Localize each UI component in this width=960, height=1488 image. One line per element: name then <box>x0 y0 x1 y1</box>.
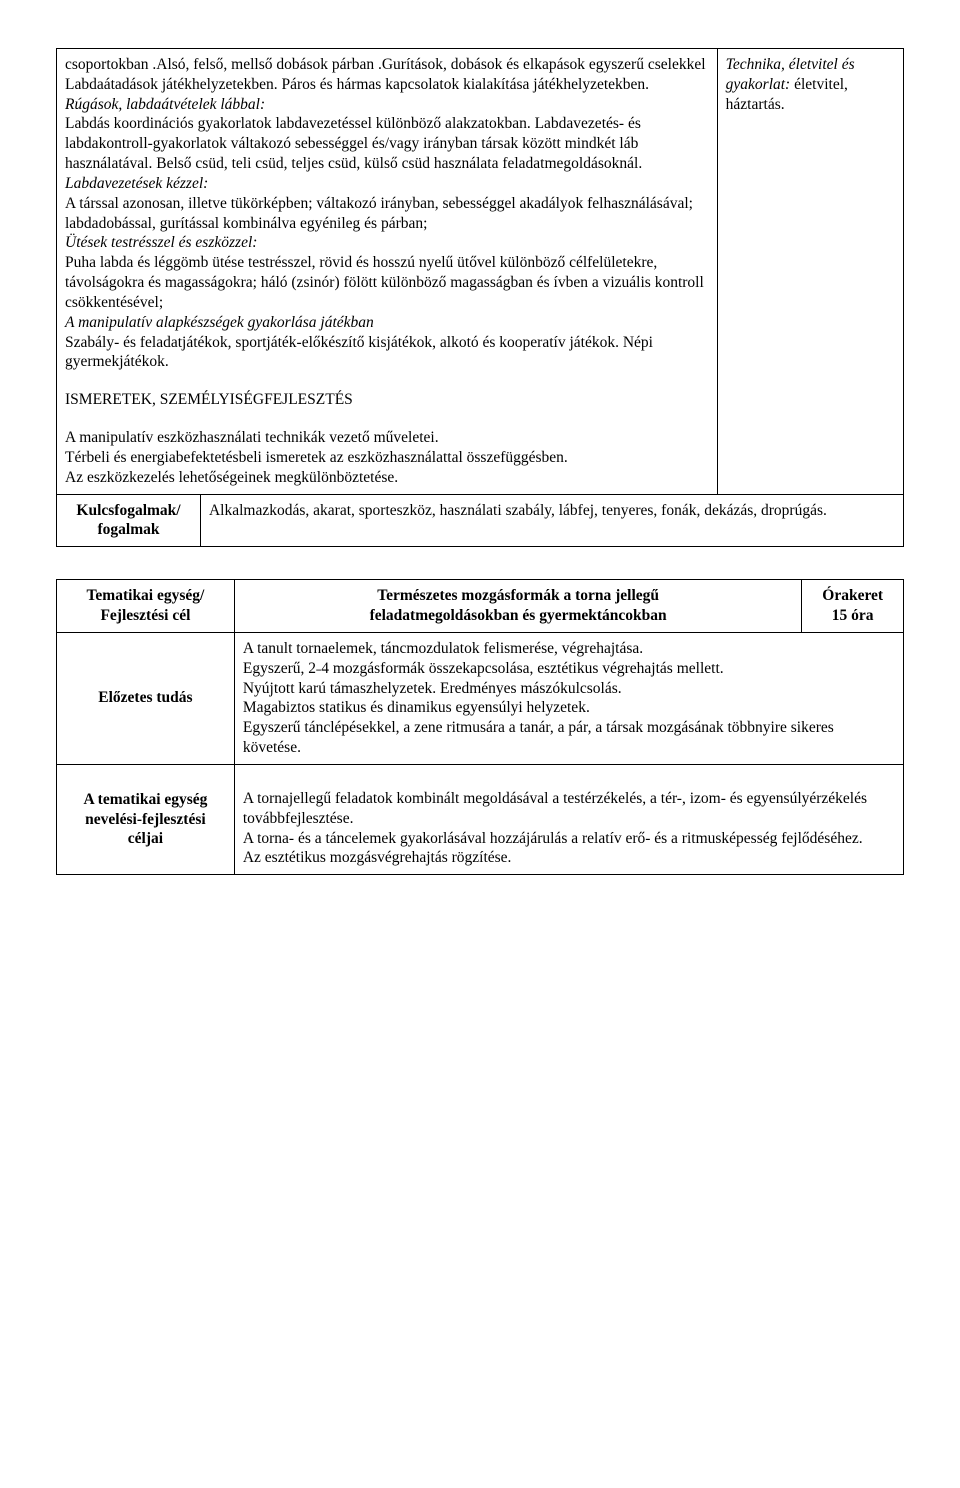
line: Magabiztos statikus és dinamikus egyensú… <box>243 698 895 718</box>
para-1b: Rúgások, labdaátvételek lábbal: <box>65 95 709 115</box>
line: Egyszerű, 2˗4 mozgásformák összekapcsolá… <box>243 659 895 679</box>
line1: A tematikai egység <box>65 790 226 810</box>
text: Puha labda és léggömb ütése testrésszel,… <box>65 254 704 311</box>
para-3: Ütések testrésszel és eszközzel: <box>65 233 709 253</box>
cell-main-text: csoportokban .Alsó, felső, mellső dobáso… <box>57 49 718 495</box>
table-content-top: csoportokban .Alsó, felső, mellső dobáso… <box>56 48 904 547</box>
line1: Tematikai egység/ <box>65 586 226 606</box>
para-5: ISMERETEK, SZEMÉLYISÉGFEJLESZTÉS <box>65 390 709 410</box>
line1: Természetes mozgásformák a torna jellegű <box>243 586 794 606</box>
para-4b: Szabály- és feladatjátékok, sportjáték-e… <box>65 333 709 373</box>
text-italic: Rúgások, labdaátvételek lábbal: <box>65 96 265 113</box>
text: Labdás koordinációs gyakorlatok labdavez… <box>65 115 642 172</box>
text: A társsal azonosan, illetve tükörképben;… <box>65 195 693 232</box>
line3: céljai <box>65 829 226 849</box>
line: A tanult tornaelemek, táncmozdulatok fel… <box>243 639 895 659</box>
para-1c: Labdás koordinációs gyakorlatok labdavez… <box>65 114 709 173</box>
para-3b: Puha labda és léggömb ütése testrésszel,… <box>65 253 709 312</box>
para-4: A manipulatív alapkészségek gyakorlása j… <box>65 313 709 333</box>
line2: Fejlesztési cél <box>65 606 226 626</box>
para-1: csoportokban .Alsó, felső, mellső dobáso… <box>65 55 709 95</box>
para-2b: A társsal azonosan, illetve tükörképben;… <box>65 194 709 234</box>
line: Egyszerű tánclépésekkel, a zene ritmusár… <box>243 718 895 758</box>
side-text: Technika, életvitel és gyakorlat: életvi… <box>726 55 895 114</box>
para-7: Térbeli és energiabefektetésbeli ismeret… <box>65 448 709 468</box>
cell-side-note: Technika, életvitel és gyakorlat: életvi… <box>717 49 903 495</box>
line: Az esztétikus mozgásvégrehajtás rögzítés… <box>243 848 895 868</box>
line1: Órakeret <box>810 586 895 606</box>
label-line2: fogalmak <box>65 520 192 540</box>
cell-key-concepts-label: Kulcsfogalmak/ fogalmak <box>57 494 201 547</box>
cell-prior-knowledge-value: A tanult tornaelemek, táncmozdulatok fel… <box>234 632 903 764</box>
line2: nevelési-fejlesztési <box>65 810 226 830</box>
table-thematic-unit: Tematikai egység/ Fejlesztési cél Termés… <box>56 579 904 875</box>
line: A tornajellegű feladatok kombinált megol… <box>243 789 895 829</box>
cell-goals-label: A tematikai egység nevelési-fejlesztési … <box>57 764 235 874</box>
text: csoportokban .Alsó, felső, mellső dobáso… <box>65 56 706 93</box>
line2: 15 óra <box>810 606 895 626</box>
cell-unit-label: Tematikai egység/ Fejlesztési cél <box>57 580 235 633</box>
line: Nyújtott karú támaszhelyzetek. Eredménye… <box>243 679 895 699</box>
cell-prior-knowledge-label: Előzetes tudás <box>57 632 235 764</box>
text-italic: Ütések testrésszel és eszközzel: <box>65 234 257 251</box>
cell-key-concepts-value: Alkalmazkodás, akarat, sporteszköz, hasz… <box>200 494 903 547</box>
cell-goals-value: A tornajellegű feladatok kombinált megol… <box>234 764 903 874</box>
cell-hours: Órakeret 15 óra <box>802 580 904 633</box>
line2: feladatmegoldásokban és gyermektáncokban <box>243 606 794 626</box>
para-8: Az eszközkezelés lehetőségeinek megkülön… <box>65 468 709 488</box>
text-italic: Labdavezetések kézzel: <box>65 175 208 192</box>
line: A torna- és a táncelemek gyakorlásával h… <box>243 829 895 849</box>
cell-unit-title: Természetes mozgásformák a torna jellegű… <box>234 580 802 633</box>
para-2: Labdavezetések kézzel: <box>65 174 709 194</box>
text-italic: A manipulatív alapkészségek gyakorlása j… <box>65 314 374 331</box>
para-6: A manipulatív eszközhasználati technikák… <box>65 428 709 448</box>
label-line1: Kulcsfogalmak/ <box>65 501 192 521</box>
text: Szabály- és feladatjátékok, sportjáték-e… <box>65 334 653 371</box>
